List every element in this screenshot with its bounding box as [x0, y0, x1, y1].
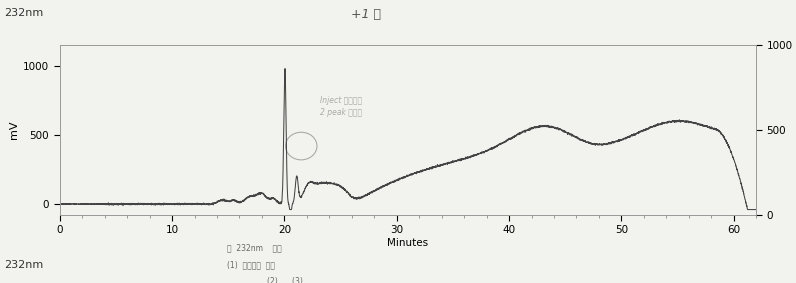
Text: 232nm: 232nm [4, 8, 43, 18]
Text: Inject 주의사항
2 peak 사이즈: Inject 주의사항 2 peak 사이즈 [320, 96, 362, 117]
Text: 주  232nm    주의: 주 232nm 주의 [227, 243, 282, 252]
Text: (1)  주입준비  주의: (1) 주입준비 주의 [227, 260, 275, 269]
Y-axis label: mV: mV [9, 121, 19, 140]
Text: 232nm: 232nm [4, 260, 43, 270]
Text: +1 번: +1 번 [351, 8, 381, 22]
Text: (2)      (3): (2) (3) [267, 277, 302, 283]
X-axis label: Minutes: Minutes [388, 238, 428, 248]
